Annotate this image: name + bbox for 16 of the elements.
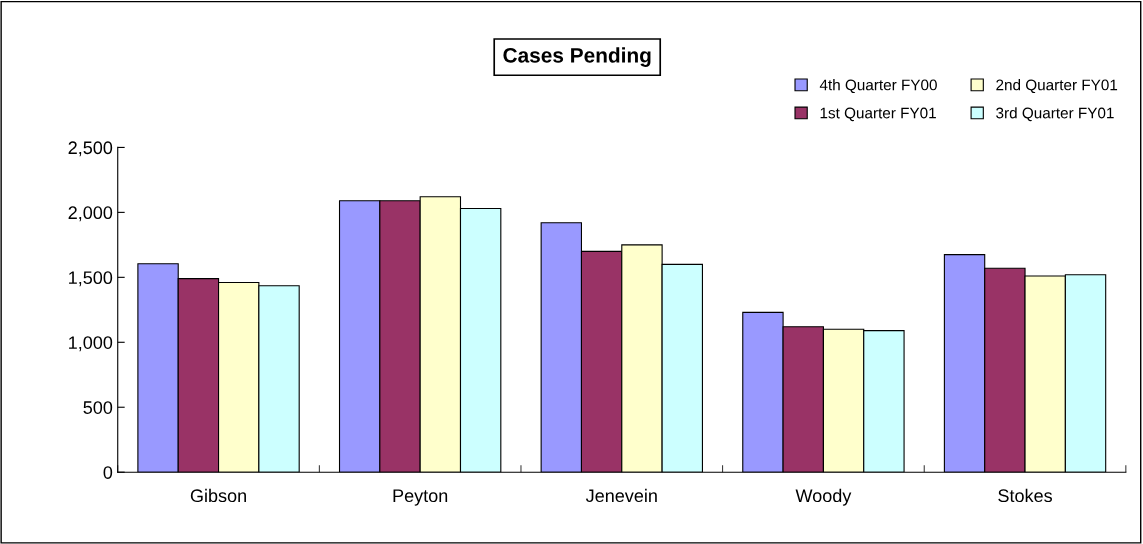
legend-label: 1st Quarter FY01 [820,107,936,122]
y-tick-label: 1,500 [69,271,113,287]
y-tick-label: 500 [83,401,113,414]
y-tick-label: 0 [103,466,113,479]
x-tick-label: Peyton [393,489,448,506]
chart-title: Cases Pending [503,47,651,67]
legend-label: 3rd Quarter FY01 [996,107,1114,122]
y-tick-label: 2,000 [68,206,113,222]
x-tick-label: Woody [795,488,852,506]
legend-label: 4th Quarter FY00 [819,79,937,94]
y-tick-label: 1,000 [69,336,113,352]
x-tick-label: Jenevein [585,488,657,503]
x-tick-label: Stokes [998,488,1052,503]
legend-label: 2nd Quarter FY01 [996,79,1118,94]
x-tick-label: Gibson [190,488,246,503]
y-tick-label: 2,500 [68,141,113,157]
